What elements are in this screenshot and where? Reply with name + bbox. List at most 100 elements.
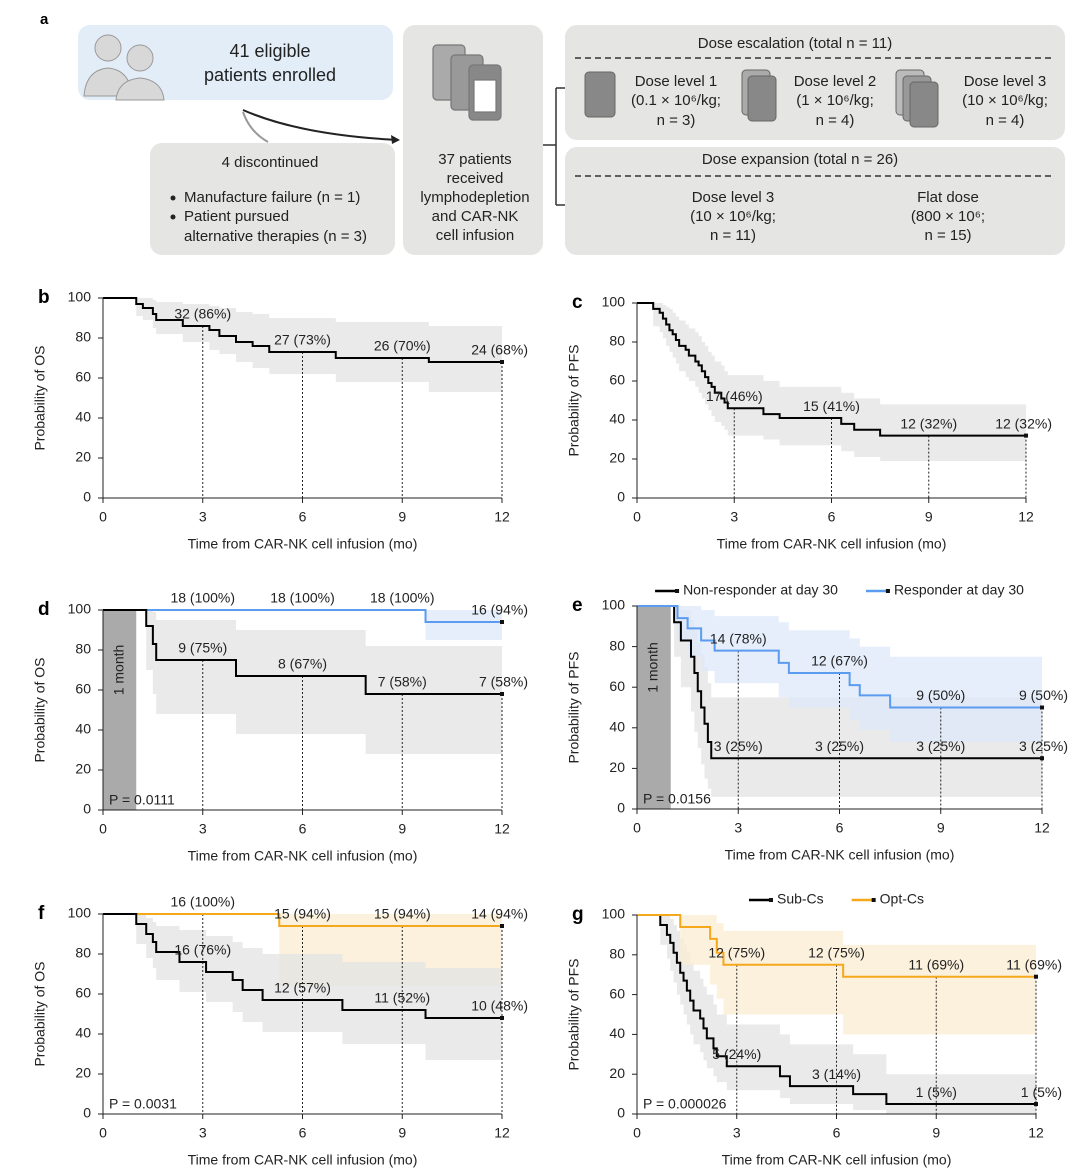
annotation: 15 (41%) [803,398,860,414]
infusion-text: cell infusion [436,227,514,244]
survival-curve [103,913,502,927]
annotation: 12 (32%) [900,415,957,431]
p-value: P = 0.0031 [109,1096,177,1112]
annotation: 15 (94%) [374,906,431,922]
infusion-text: received [447,170,504,187]
y-tick-label: 40 [609,411,625,427]
y-axis-label: Probability of PFS [566,958,582,1070]
dose-level: n = 3) [657,112,696,129]
enrolled-text: 41 eligible [229,41,310,61]
x-tick-label: 6 [299,821,307,837]
y-axis-label: Probability of PFS [566,344,582,456]
y-tick-label: 80 [609,637,625,653]
x-tick-label: 0 [99,1125,107,1141]
annotation: 3 (25%) [815,738,864,754]
annotation: 12 (75%) [808,944,865,960]
x-tick-label: 0 [99,509,107,525]
y-tick-label: 20 [75,1065,91,1081]
x-tick-label: 3 [199,509,207,525]
panel-letter: b [38,287,50,308]
legend-marker [871,898,876,902]
diagram: a 41 eligible patients enrolled 4 discon… [40,11,1065,255]
bullet [170,214,176,220]
y-tick-label: 0 [617,800,625,816]
annotation: 12 (67%) [811,653,868,669]
shaded-region [637,606,671,809]
x-tick-label: 0 [633,1125,641,1141]
x-tick-label: 12 [494,509,510,525]
y-tick-label: 100 [68,289,92,305]
annotation: 12 (57%) [274,980,331,996]
legend-label: Sub-Cs [777,891,824,907]
survival-curve [103,609,502,623]
survival-curve [637,605,1042,709]
y-axis-label: Probability of OS [32,657,48,762]
legend-label: Non-responder at day 30 [683,582,838,598]
x-tick-label: 6 [299,509,307,525]
x-axis-label: Time from CAR-NK cell infusion (mo) [188,1152,418,1168]
x-tick-label: 12 [494,1125,510,1141]
y-tick-label: 20 [609,450,625,466]
censor-mark [500,692,504,696]
annotation: 18 (100%) [270,590,335,606]
annotation: 9 (50%) [916,687,965,703]
confidence-band [103,298,502,392]
x-tick-label: 6 [833,1125,841,1141]
survival-curve [637,302,1026,437]
y-tick-label: 0 [83,1105,91,1121]
dose-level: Dose level 3 [964,73,1047,90]
shaded-region [103,610,137,810]
y-tick-label: 100 [602,597,626,613]
x-tick-label: 0 [633,820,641,836]
shade-label: 1 month [110,645,126,696]
dose-level: (0.1 × 10⁶/kg; [631,92,721,109]
panel-letter: g [572,904,584,925]
annotation: 5 (24%) [712,1046,761,1062]
y-tick-label: 0 [83,489,91,505]
people-icon [83,34,165,101]
annotation: 8 (67%) [278,656,327,672]
annotation: 9 (75%) [178,640,227,656]
censor-mark [500,924,504,928]
censor-mark [500,360,504,364]
panel-letter: f [38,903,45,924]
x-tick-label: 12 [1018,509,1034,525]
dose-level: (10 × 10⁶/kg; [690,208,776,225]
annotation: 18 (100%) [370,590,435,606]
censor-mark [1040,705,1044,710]
expansion-box [565,147,1065,255]
censor-mark [500,620,504,624]
legend-label: Responder at day 30 [894,582,1024,598]
dose-level: n = 4) [986,112,1025,129]
discontinued-item: alternative therapies (n = 3) [184,228,367,245]
bullet [170,195,176,201]
y-axis-label: Probability of PFS [566,651,582,763]
x-tick-label: 9 [398,509,406,525]
bag-icon [432,44,502,121]
x-tick-label: 9 [925,509,933,525]
annotation: 17 (46%) [706,388,763,404]
x-tick-label: 12 [494,821,510,837]
shade-label: 1 month [645,642,661,693]
enrolled-text: patients enrolled [204,65,336,85]
confidence-band [637,915,1036,1114]
x-tick-label: 12 [1028,1125,1044,1141]
dose-level: (10 × 10⁶/kg; [962,92,1048,109]
escalation-title: Dose escalation (total n = 11) [698,35,892,52]
p-value: P = 0.000026 [643,1096,727,1112]
y-tick-label: 40 [75,1025,91,1041]
enrolled-box [78,25,393,100]
censor-mark [1040,756,1044,761]
y-tick-label: 100 [602,294,626,310]
expansion-title: Dose expansion (total n = 26) [702,151,898,168]
censor-mark [500,1016,504,1020]
dose-level: Dose level 2 [794,73,877,90]
x-axis-label: Time from CAR-NK cell infusion (mo) [188,536,418,552]
y-tick-label: 60 [609,985,625,1001]
bracket [543,87,572,206]
y-tick-label: 0 [617,489,625,505]
y-tick-label: 40 [609,1025,625,1041]
discontinued-box [150,143,395,255]
annotation: 10 (48%) [471,998,528,1014]
legend-marker [768,898,773,902]
